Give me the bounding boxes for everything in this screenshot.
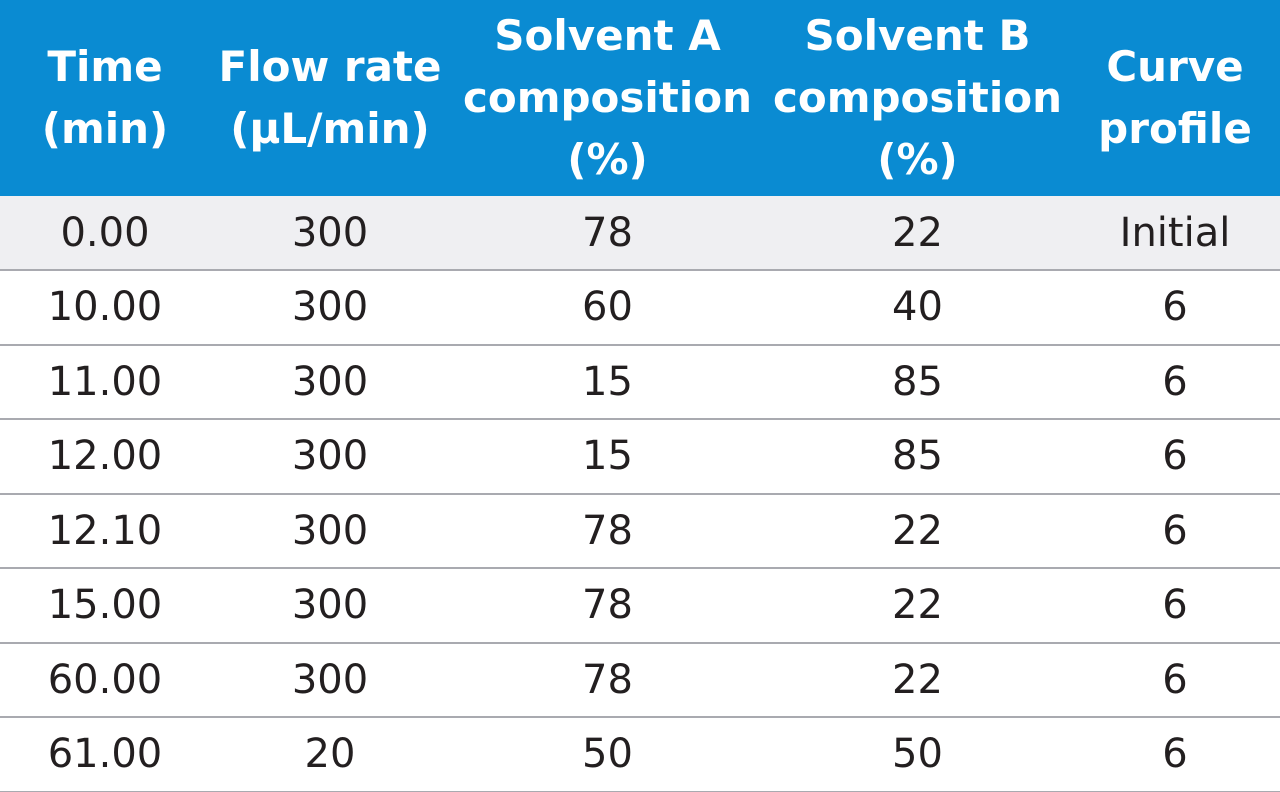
cell-solvent-a: 78: [450, 642, 765, 718]
cell-time: 12.00: [0, 419, 210, 495]
cell-flow-rate: 300: [210, 419, 450, 495]
header-solvent-b: Solvent B composition (%): [765, 0, 1070, 196]
cell-time: 12.10: [0, 493, 210, 569]
cell-solvent-a: 78: [450, 493, 765, 569]
table-body: 0.00 300 78 22 Initial 10.00 300 60 40 6…: [0, 196, 1280, 792]
cell-time: 15.00: [0, 568, 210, 644]
cell-time: 61.00: [0, 717, 210, 792]
cell-solvent-a: 15: [450, 344, 765, 420]
cell-solvent-b: 22: [765, 568, 1070, 644]
cell-flow-rate: 300: [210, 642, 450, 718]
cell-time: 11.00: [0, 344, 210, 420]
cell-solvent-b: 22: [765, 196, 1070, 271]
table-row: 61.00 20 50 50 6: [0, 717, 1280, 792]
cell-flow-rate: 300: [210, 196, 450, 271]
cell-curve-profile: 6: [1070, 642, 1280, 718]
table-header: Time (min) Flow rate (µL/min) Solvent A …: [0, 0, 1280, 196]
table-row: 0.00 300 78 22 Initial: [0, 196, 1280, 271]
cell-solvent-b: 22: [765, 642, 1070, 718]
cell-time: 60.00: [0, 642, 210, 718]
table-row: 12.00 300 15 85 6: [0, 419, 1280, 495]
cell-solvent-a: 15: [450, 419, 765, 495]
cell-solvent-b: 22: [765, 493, 1070, 569]
cell-flow-rate: 300: [210, 344, 450, 420]
cell-flow-rate: 20: [210, 717, 450, 792]
cell-time: 0.00: [0, 196, 210, 271]
cell-flow-rate: 300: [210, 568, 450, 644]
cell-flow-rate: 300: [210, 270, 450, 346]
cell-curve-profile: 6: [1070, 568, 1280, 644]
table-row: 15.00 300 78 22 6: [0, 568, 1280, 644]
cell-solvent-b: 50: [765, 717, 1070, 792]
table-row: 12.10 300 78 22 6: [0, 493, 1280, 569]
cell-solvent-a: 78: [450, 568, 765, 644]
table-row: 60.00 300 78 22 6: [0, 642, 1280, 718]
cell-curve-profile: 6: [1070, 419, 1280, 495]
header-time: Time (min): [0, 0, 210, 196]
cell-curve-profile: Initial: [1070, 196, 1280, 271]
cell-solvent-b: 85: [765, 419, 1070, 495]
header-row: Time (min) Flow rate (µL/min) Solvent A …: [0, 0, 1280, 196]
header-flow-rate: Flow rate (µL/min): [210, 0, 450, 196]
cell-solvent-a: 78: [450, 196, 765, 271]
cell-solvent-a: 60: [450, 270, 765, 346]
cell-curve-profile: 6: [1070, 344, 1280, 420]
cell-curve-profile: 6: [1070, 493, 1280, 569]
cell-solvent-a: 50: [450, 717, 765, 792]
table-row: 11.00 300 15 85 6: [0, 344, 1280, 420]
header-solvent-a: Solvent A composition (%): [450, 0, 765, 196]
header-curve-profile: Curve profile: [1070, 0, 1280, 196]
table-row: 10.00 300 60 40 6: [0, 270, 1280, 346]
cell-curve-profile: 6: [1070, 717, 1280, 792]
cell-solvent-b: 40: [765, 270, 1070, 346]
cell-curve-profile: 6: [1070, 270, 1280, 346]
cell-flow-rate: 300: [210, 493, 450, 569]
cell-time: 10.00: [0, 270, 210, 346]
cell-solvent-b: 85: [765, 344, 1070, 420]
